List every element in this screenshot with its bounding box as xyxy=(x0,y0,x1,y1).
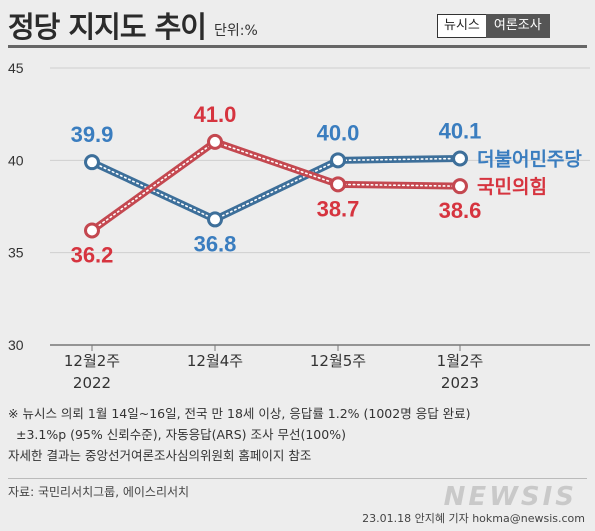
data-labels: 39.9 36.8 40.0 40.1 36.2 41.0 38.7 38.6 xyxy=(71,102,482,268)
legend-label: 국민의힘 xyxy=(477,176,547,198)
line-chart: 30 35 40 45 39.9 36.8 40.0 40.1 36.2 41.0 38.7 38.… xyxy=(8,60,590,392)
grid-lines: 30 35 40 45 xyxy=(8,60,590,353)
brand-primary: 뉴시스 xyxy=(437,14,486,38)
data-label: 38.6 xyxy=(439,198,482,223)
note-line-1: ※ 뉴시스 의뢰 1월 14일~16일, 전국 만 18세 이상, 응답률 1.… xyxy=(8,406,471,421)
y-tick-label: 35 xyxy=(8,245,24,261)
legend-label: 더불어민주당 xyxy=(477,148,582,170)
data-point xyxy=(330,176,346,193)
data-point xyxy=(84,154,100,171)
source-text: 자료: 국민리서치그룹, 에이스리서치 xyxy=(8,485,190,499)
header-rule xyxy=(8,45,587,48)
note-line-2: ±3.1%p (95% 신뢰수준), 자동응답(ARS) 조사 무선(100%) xyxy=(16,427,346,442)
source-divider xyxy=(8,478,587,479)
data-label: 39.9 xyxy=(71,122,114,147)
data-point xyxy=(207,211,223,228)
data-point xyxy=(452,150,468,167)
survey-notes: ※ 뉴시스 의뢰 1월 14일~16일, 전국 만 18세 이상, 응답률 1.… xyxy=(8,403,471,466)
note-line-3: 자세한 결과는 중앙선거여론조사심의위원회 홈페이지 참조 xyxy=(8,448,312,463)
unit-label: 단위:% xyxy=(214,23,258,39)
data-point xyxy=(207,133,223,150)
data-point xyxy=(330,152,346,169)
y-tick-label: 45 xyxy=(8,60,24,76)
series-line-dots xyxy=(91,157,461,221)
x-tick-label: 12월2주 xyxy=(64,352,120,370)
data-label: 40.0 xyxy=(317,120,360,145)
series-line-dots xyxy=(91,140,461,232)
x-tick-label: 1월2주 xyxy=(437,352,484,370)
credit-text: 23.01.18 안지혜 기자 hokma@newsis.com xyxy=(362,512,585,525)
data-point xyxy=(452,178,468,195)
x-tick-label: 2023 xyxy=(441,374,479,392)
data-label: 38.7 xyxy=(317,196,360,221)
brand-badge: 뉴시스 여론조사 xyxy=(437,14,550,38)
brand-secondary: 여론조사 xyxy=(485,14,550,38)
series-lines xyxy=(89,138,461,234)
chart-title: 정당 지지도 추이 xyxy=(8,10,207,44)
newsis-watermark: NEWSIS xyxy=(443,482,577,512)
data-points xyxy=(84,133,468,239)
x-tick-label: 12월5주 xyxy=(310,352,366,370)
x-tick-label: 12월4주 xyxy=(187,352,243,370)
data-label: 36.2 xyxy=(71,243,114,268)
x-tick-label: 2022 xyxy=(73,374,111,392)
data-point xyxy=(84,222,100,239)
y-tick-label: 40 xyxy=(8,152,24,168)
brand-secondary-text: 여론조사 xyxy=(493,18,542,33)
x-axis: 12월2주 2022 12월4주 12월5주 1월2주 2023 xyxy=(64,345,483,392)
data-label: 36.8 xyxy=(194,231,237,256)
data-label: 40.1 xyxy=(439,118,482,143)
y-tick-label: 30 xyxy=(8,337,24,353)
data-label: 41.0 xyxy=(194,102,237,127)
